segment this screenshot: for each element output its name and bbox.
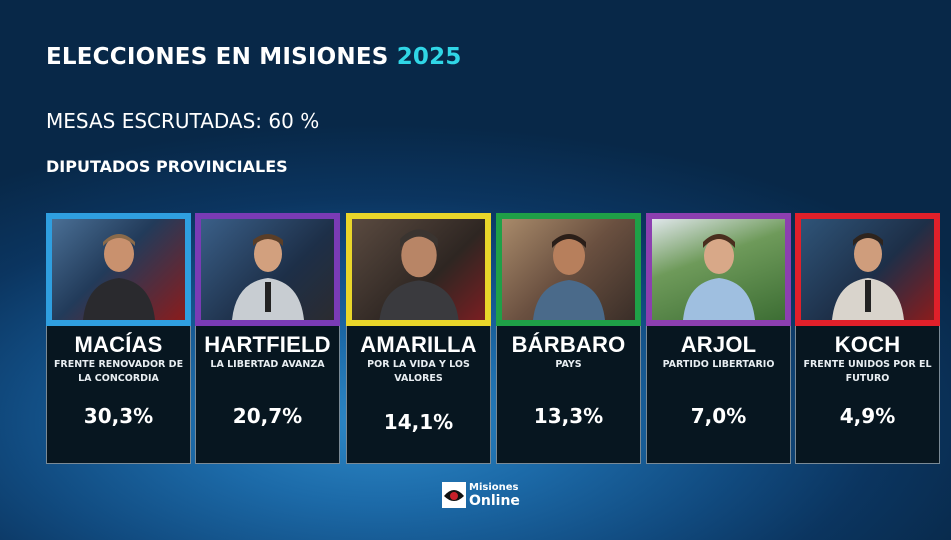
candidate-info: ARJOL PARTIDO LIBERTARIO 7,0%	[646, 326, 791, 464]
candidate-info: KOCH FRENTE UNIDOS POR EL FUTURO 4,9%	[795, 326, 940, 464]
logo-text-top: Misiones	[469, 482, 519, 493]
party-name: LA LIBERTAD AVANZA	[210, 359, 325, 370]
candidate-name: BÁRBARO	[511, 332, 626, 357]
counted-tables-label: MESAS ESCRUTADAS: 60 %	[46, 109, 320, 133]
candidate-card-koch: KOCH FRENTE UNIDOS POR EL FUTURO 4,9%	[795, 213, 940, 464]
page-title: ELECCIONES EN MISIONES 2025	[46, 44, 462, 70]
candidate-card-amarilla: AMARILLA POR LA VIDA Y LOS VALORES 14,1%	[346, 213, 491, 464]
vote-percentage: 7,0%	[690, 404, 747, 428]
person-icon	[378, 229, 459, 320]
person-icon	[82, 234, 155, 320]
vote-percentage: 4,9%	[839, 404, 896, 428]
candidate-info: BÁRBARO PAYS 13,3%	[496, 326, 641, 464]
person-icon	[231, 234, 304, 320]
logo-text-bottom: Online	[469, 493, 520, 509]
party-name: POR LA VIDA Y LOS VALORES	[367, 359, 470, 384]
candidate-photo	[646, 213, 791, 326]
section-heading: DIPUTADOS PROVINCIALES	[46, 157, 288, 176]
title-year: 2025	[396, 44, 462, 70]
candidate-name: AMARILLA	[360, 332, 477, 357]
party-name: PAYS	[555, 359, 582, 370]
misiones-online-logo: Misiones Online	[442, 480, 522, 512]
title-text: ELECCIONES EN MISIONES	[46, 44, 389, 70]
vote-percentage: 30,3%	[83, 404, 154, 428]
vote-percentage: 20,7%	[232, 404, 303, 428]
vote-percentage: 14,1%	[383, 410, 454, 434]
candidate-name: MACÍAS	[74, 332, 163, 357]
candidate-photo	[195, 213, 340, 326]
person-icon	[532, 234, 605, 320]
party-name: FRENTE RENOVADOR DE LA CONCORDIA	[53, 359, 184, 384]
candidate-photo	[795, 213, 940, 326]
candidate-card-hartfield: HARTFIELD LA LIBERTAD AVANZA 20,7%	[195, 213, 340, 464]
candidate-info: HARTFIELD LA LIBERTAD AVANZA 20,7%	[195, 326, 340, 464]
vote-percentage: 13,3%	[533, 404, 604, 428]
candidate-photo	[496, 213, 641, 326]
person-icon	[682, 234, 755, 320]
party-name: FRENTE UNIDOS POR EL FUTURO	[803, 359, 932, 384]
eye-icon	[442, 482, 466, 508]
candidate-info: MACÍAS FRENTE RENOVADOR DE LA CONCORDIA …	[46, 326, 191, 464]
candidate-name: HARTFIELD	[204, 332, 331, 357]
candidate-info: AMARILLA POR LA VIDA Y LOS VALORES 14,1%	[346, 326, 491, 464]
candidate-card-arjol: ARJOL PARTIDO LIBERTARIO 7,0%	[646, 213, 791, 464]
candidate-name: ARJOL	[680, 332, 757, 357]
person-icon	[831, 233, 904, 320]
candidate-name: KOCH	[834, 332, 901, 357]
candidate-card-macias: MACÍAS FRENTE RENOVADOR DE LA CONCORDIA …	[46, 213, 191, 464]
candidate-photo	[46, 213, 191, 326]
party-name: PARTIDO LIBERTARIO	[662, 359, 775, 370]
candidate-photo	[346, 213, 491, 326]
candidate-card-barbaro: BÁRBARO PAYS 13,3%	[496, 213, 641, 464]
